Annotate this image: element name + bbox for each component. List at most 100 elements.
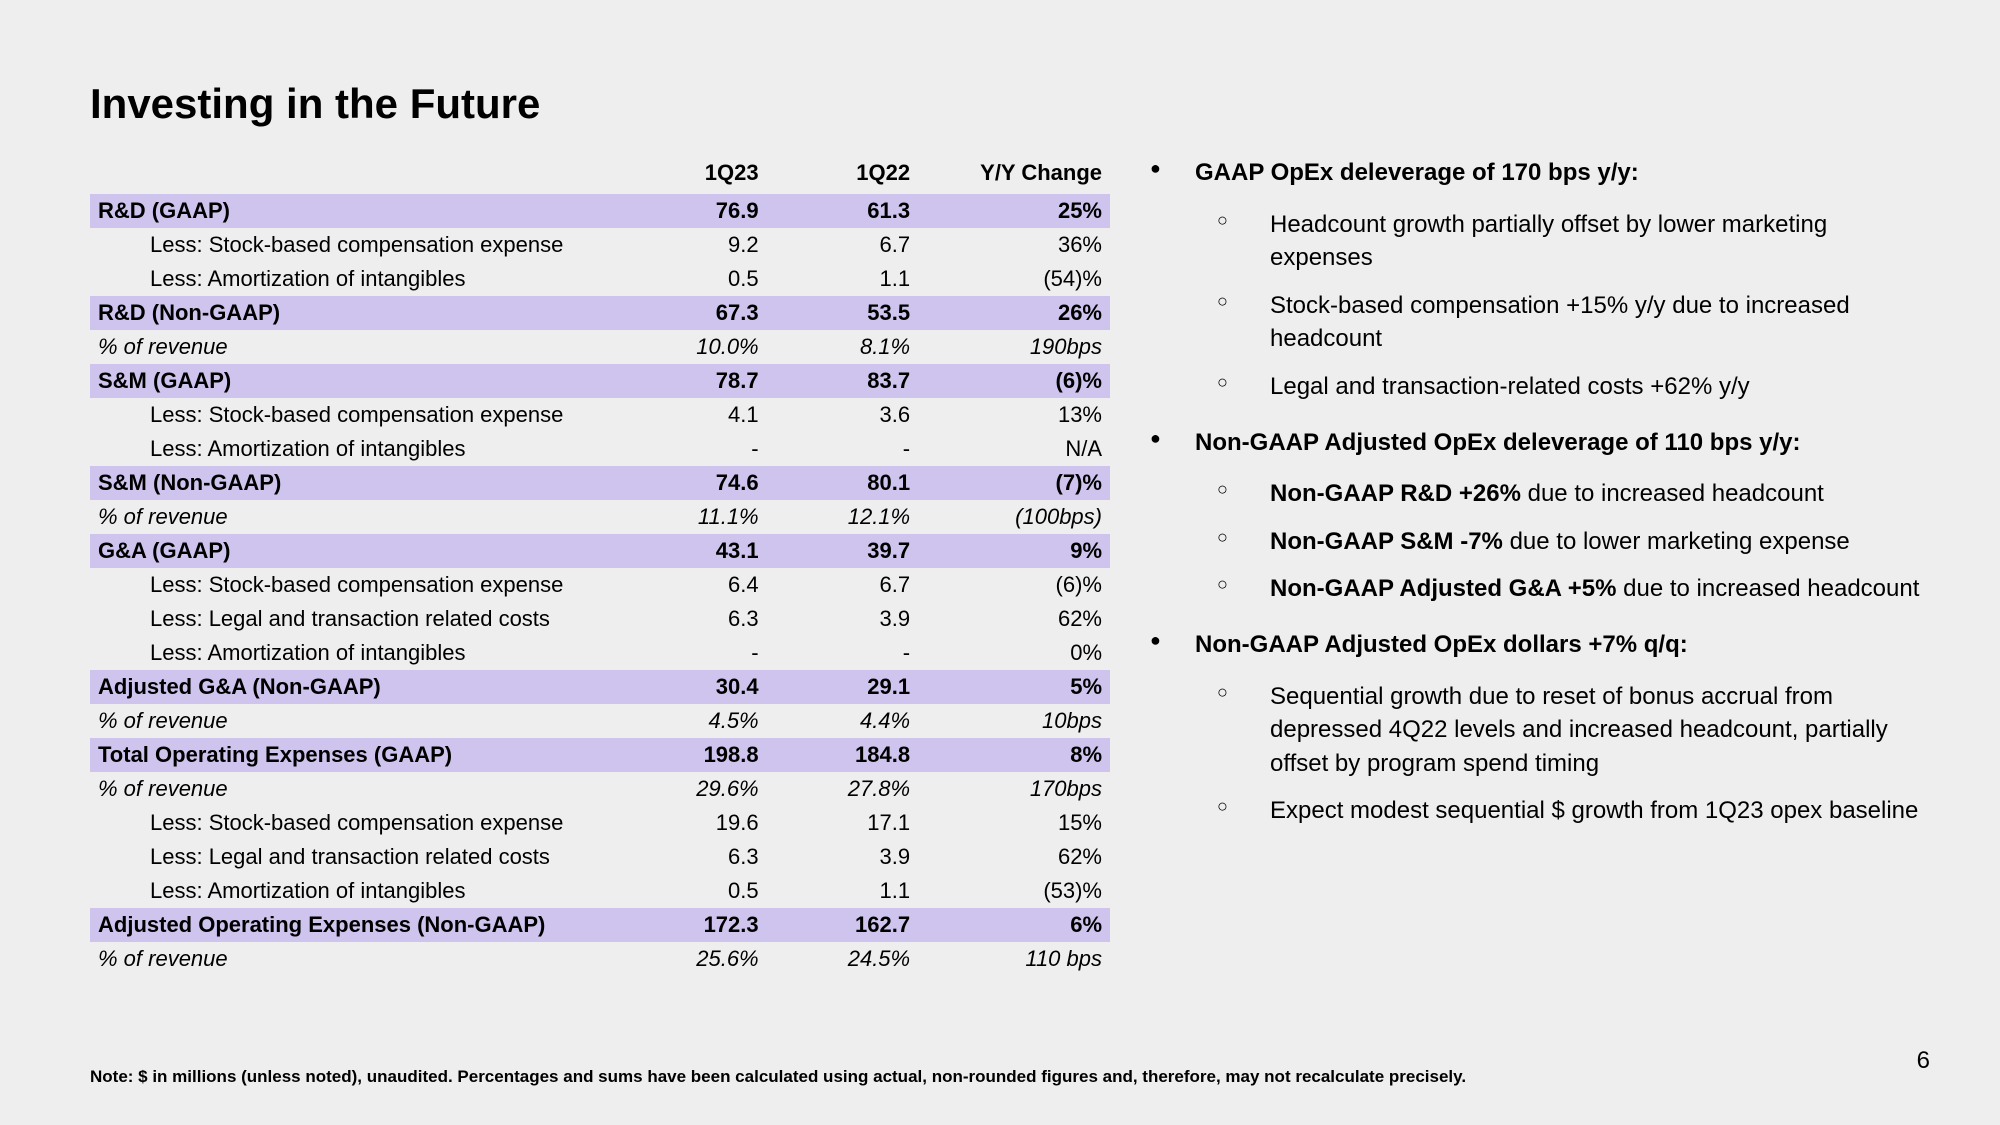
table-cell: 17.1 xyxy=(767,806,918,840)
table-cell: % of revenue xyxy=(90,330,615,364)
table-cell: 184.8 xyxy=(767,738,918,772)
table-cell: 29.1 xyxy=(767,670,918,704)
table-cell: 172.3 xyxy=(615,908,766,942)
bullet-item: Non-GAAP Adjusted OpEx dollars +7% q/q: S… xyxy=(1140,628,1920,828)
table-cell: 13% xyxy=(918,398,1110,432)
table-row: Total Operating Expenses (GAAP)198.8184.… xyxy=(90,738,1110,772)
table-cell: Less: Amortization of intangibles xyxy=(90,432,615,466)
table-cell: (53)% xyxy=(918,874,1110,908)
table-row: % of revenue29.6%27.8%170bps xyxy=(90,772,1110,806)
table-cell: G&A (GAAP) xyxy=(90,534,615,568)
table-cell: - xyxy=(767,636,918,670)
table-row: Less: Amortization of intangibles0.51.1(… xyxy=(90,262,1110,296)
table-cell: Less: Amortization of intangibles xyxy=(90,874,615,908)
table-cell: 15% xyxy=(918,806,1110,840)
table-cell: 3.9 xyxy=(767,602,918,636)
table-cell: (100bps) xyxy=(918,500,1110,534)
table-cell: 61.3 xyxy=(767,194,918,228)
table-cell: - xyxy=(767,432,918,466)
table-cell: 11.1% xyxy=(615,500,766,534)
table-row: S&M (Non-GAAP)74.680.1(7)% xyxy=(90,466,1110,500)
table-cell: (6)% xyxy=(918,364,1110,398)
table-row: Less: Amortization of intangibles--N/A xyxy=(90,432,1110,466)
table-cell: 25.6% xyxy=(615,942,766,976)
table-row: Adjusted Operating Expenses (Non-GAAP)17… xyxy=(90,908,1110,942)
column-header xyxy=(90,156,615,194)
sub-bullet-item: Non-GAAP Adjusted G&A +5% due to increas… xyxy=(1195,572,1920,606)
sub-bullet-text: Expect modest sequential $ growth from 1… xyxy=(1270,797,1918,824)
table-cell: 162.7 xyxy=(767,908,918,942)
table-cell: 26% xyxy=(918,296,1110,330)
table-row: Less: Stock-based compensation expense19… xyxy=(90,806,1110,840)
table-cell: (7)% xyxy=(918,466,1110,500)
table-cell: 24.5% xyxy=(767,942,918,976)
table-cell: % of revenue xyxy=(90,704,615,738)
table-row: Less: Amortization of intangibles--0% xyxy=(90,636,1110,670)
column-header: Y/Y Change xyxy=(918,156,1110,194)
content-area: 1Q231Q22Y/Y Change R&D (GAAP)76.961.325%… xyxy=(90,156,1920,976)
table-cell: 4.1 xyxy=(615,398,766,432)
table-cell: 36% xyxy=(918,228,1110,262)
bullet-header: GAAP OpEx deleverage of 170 bps y/y: xyxy=(1195,156,1920,190)
table-cell: - xyxy=(615,636,766,670)
table-cell: 4.4% xyxy=(767,704,918,738)
table-cell: 30.4 xyxy=(615,670,766,704)
table-cell: 53.5 xyxy=(767,296,918,330)
table-cell: Less: Amortization of intangibles xyxy=(90,262,615,296)
sub-bullet-text: Headcount growth partially offset by low… xyxy=(1270,211,1827,272)
sub-bullet-list: Sequential growth due to reset of bonus … xyxy=(1195,680,1920,828)
table-row: % of revenue4.5%4.4%10bps xyxy=(90,704,1110,738)
table-cell: 29.6% xyxy=(615,772,766,806)
page-title: Investing in the Future xyxy=(90,80,1920,128)
table-cell: 8% xyxy=(918,738,1110,772)
table-cell: 3.9 xyxy=(767,840,918,874)
table-cell: 9.2 xyxy=(615,228,766,262)
table-row: Less: Amortization of intangibles0.51.1(… xyxy=(90,874,1110,908)
table-cell: 6.4 xyxy=(615,568,766,602)
table-cell: 27.8% xyxy=(767,772,918,806)
footnote: Note: $ in millions (unless noted), unau… xyxy=(90,1067,1466,1087)
table-row: % of revenue25.6%24.5%110 bps xyxy=(90,942,1110,976)
table-cell: 62% xyxy=(918,840,1110,874)
table-cell: 43.1 xyxy=(615,534,766,568)
table-cell: Less: Legal and transaction related cost… xyxy=(90,602,615,636)
table-cell: Less: Stock-based compensation expense xyxy=(90,398,615,432)
sub-bullet-lead: Non-GAAP Adjusted G&A +5% xyxy=(1270,575,1616,602)
table-row: % of revenue11.1%12.1%(100bps) xyxy=(90,500,1110,534)
sub-bullet-list: Non-GAAP R&D +26% due to increased headc… xyxy=(1195,477,1920,606)
table-cell: 4.5% xyxy=(615,704,766,738)
bullet-header: Non-GAAP Adjusted OpEx dollars +7% q/q: xyxy=(1195,628,1920,662)
table-cell: Less: Amortization of intangibles xyxy=(90,636,615,670)
table-cell: 0% xyxy=(918,636,1110,670)
sub-bullet-text: Stock-based compensation +15% y/y due to… xyxy=(1270,292,1850,353)
table-cell: R&D (Non-GAAP) xyxy=(90,296,615,330)
table-cell: N/A xyxy=(918,432,1110,466)
sub-bullet-lead: Non-GAAP S&M -7% xyxy=(1270,528,1503,555)
sub-bullet-text: Sequential growth due to reset of bonus … xyxy=(1270,683,1888,777)
column-header: 1Q22 xyxy=(767,156,918,194)
sub-bullet-text: due to increased headcount xyxy=(1616,575,1919,602)
table-body: R&D (GAAP)76.961.325%Less: Stock-based c… xyxy=(90,194,1110,976)
table-cell: 9% xyxy=(918,534,1110,568)
table-row: Less: Legal and transaction related cost… xyxy=(90,602,1110,636)
slide: Investing in the Future 1Q231Q22Y/Y Chan… xyxy=(0,0,2000,1125)
table-row: S&M (GAAP)78.783.7(6)% xyxy=(90,364,1110,398)
table-cell: 74.6 xyxy=(615,466,766,500)
table-cell: 67.3 xyxy=(615,296,766,330)
table-cell: 19.6 xyxy=(615,806,766,840)
sub-bullet-text: due to increased headcount xyxy=(1521,480,1824,507)
sub-bullet-item: Legal and transaction-related costs +62%… xyxy=(1195,370,1920,404)
table-cell: 80.1 xyxy=(767,466,918,500)
bullet-header: Non-GAAP Adjusted OpEx deleverage of 110… xyxy=(1195,426,1920,460)
table-cell: 76.9 xyxy=(615,194,766,228)
table-cell: 12.1% xyxy=(767,500,918,534)
table-cell: 0.5 xyxy=(615,262,766,296)
table-cell: Adjusted Operating Expenses (Non-GAAP) xyxy=(90,908,615,942)
table-row: Less: Stock-based compensation expense4.… xyxy=(90,398,1110,432)
table-cell: S&M (GAAP) xyxy=(90,364,615,398)
table-cell: 39.7 xyxy=(767,534,918,568)
table-cell: Less: Stock-based compensation expense xyxy=(90,806,615,840)
table-cell: 10.0% xyxy=(615,330,766,364)
table-cell: 198.8 xyxy=(615,738,766,772)
table-cell: R&D (GAAP) xyxy=(90,194,615,228)
